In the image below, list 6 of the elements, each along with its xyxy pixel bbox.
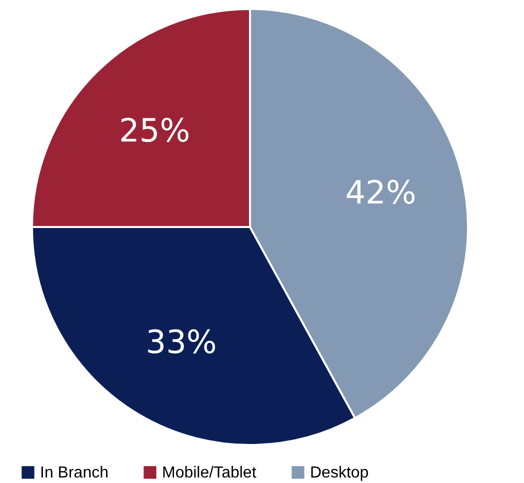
data-label: 42% <box>345 173 416 212</box>
legend-label: Desktop <box>310 464 369 482</box>
legend-label: Mobile/Tablet <box>162 464 257 482</box>
data-label: 25% <box>118 112 190 150</box>
legend-label: In Branch <box>40 464 108 482</box>
data-label: 33% <box>146 323 217 362</box>
